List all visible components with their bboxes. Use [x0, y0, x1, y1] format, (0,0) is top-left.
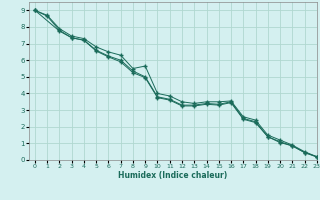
X-axis label: Humidex (Indice chaleur): Humidex (Indice chaleur) [118, 171, 228, 180]
